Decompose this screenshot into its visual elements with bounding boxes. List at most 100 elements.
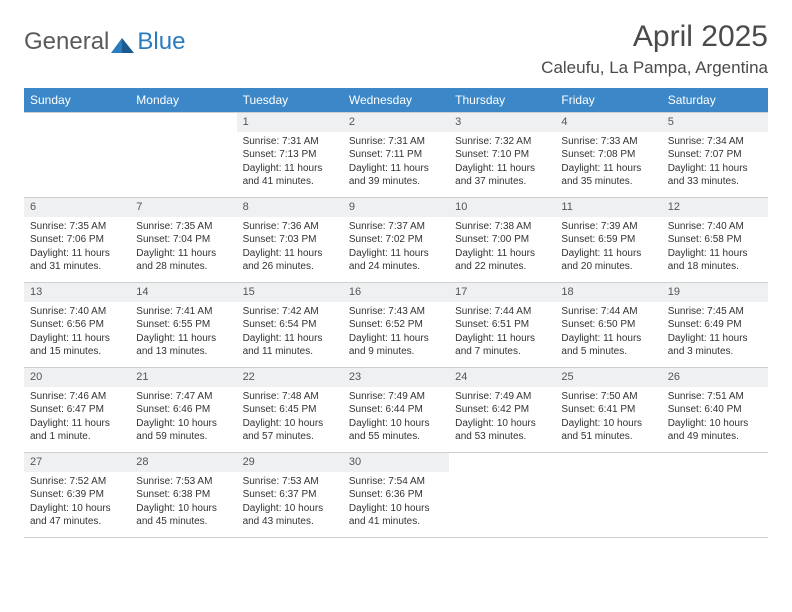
day-number: 6: [24, 198, 130, 217]
empty-day: [662, 453, 768, 472]
day-number: 16: [343, 283, 449, 302]
day-number: 23: [343, 368, 449, 387]
day-body: Sunrise: 7:40 AMSunset: 6:56 PMDaylight:…: [24, 302, 130, 365]
weekday-header: Wednesday: [343, 88, 449, 112]
week-row: 13Sunrise: 7:40 AMSunset: 6:56 PMDayligh…: [24, 282, 768, 367]
day-number: 2: [343, 113, 449, 132]
sunrise-line: Sunrise: 7:49 AM: [455, 390, 549, 404]
sunrise-line: Sunrise: 7:44 AM: [455, 305, 549, 319]
title-block: April 2025 Caleufu, La Pampa, Argentina: [541, 20, 768, 78]
day-body: Sunrise: 7:47 AMSunset: 6:46 PMDaylight:…: [130, 387, 236, 450]
sunset-line: Sunset: 6:58 PM: [668, 233, 762, 247]
day-body: Sunrise: 7:54 AMSunset: 6:36 PMDaylight:…: [343, 472, 449, 535]
empty-day: [130, 113, 236, 132]
sunrise-line: Sunrise: 7:46 AM: [30, 390, 124, 404]
day-cell: 22Sunrise: 7:48 AMSunset: 6:45 PMDayligh…: [237, 368, 343, 452]
day-cell: [24, 113, 130, 197]
day-number: 25: [555, 368, 661, 387]
day-number: 8: [237, 198, 343, 217]
day-cell: 5Sunrise: 7:34 AMSunset: 7:07 PMDaylight…: [662, 113, 768, 197]
sunset-line: Sunset: 6:50 PM: [561, 318, 655, 332]
day-body: Sunrise: 7:53 AMSunset: 6:37 PMDaylight:…: [237, 472, 343, 535]
day-cell: 27Sunrise: 7:52 AMSunset: 6:39 PMDayligh…: [24, 453, 130, 537]
day-body: Sunrise: 7:49 AMSunset: 6:42 PMDaylight:…: [449, 387, 555, 450]
daylight-line: Daylight: 11 hours and 39 minutes.: [349, 162, 443, 189]
day-body: Sunrise: 7:31 AMSunset: 7:13 PMDaylight:…: [237, 132, 343, 195]
day-number: 4: [555, 113, 661, 132]
daylight-line: Daylight: 10 hours and 45 minutes.: [136, 502, 230, 529]
sunrise-line: Sunrise: 7:53 AM: [136, 475, 230, 489]
day-cell: 11Sunrise: 7:39 AMSunset: 6:59 PMDayligh…: [555, 198, 661, 282]
week-row: 1Sunrise: 7:31 AMSunset: 7:13 PMDaylight…: [24, 112, 768, 197]
daylight-line: Daylight: 11 hours and 7 minutes.: [455, 332, 549, 359]
day-number: 27: [24, 453, 130, 472]
daylight-line: Daylight: 11 hours and 3 minutes.: [668, 332, 762, 359]
empty-day: [449, 453, 555, 472]
sunset-line: Sunset: 7:00 PM: [455, 233, 549, 247]
day-body: Sunrise: 7:36 AMSunset: 7:03 PMDaylight:…: [237, 217, 343, 280]
weekday-header: Saturday: [662, 88, 768, 112]
day-cell: 8Sunrise: 7:36 AMSunset: 7:03 PMDaylight…: [237, 198, 343, 282]
sunrise-line: Sunrise: 7:49 AM: [349, 390, 443, 404]
brand-part2: Blue: [137, 28, 185, 56]
sunset-line: Sunset: 7:04 PM: [136, 233, 230, 247]
weekday-header: Thursday: [449, 88, 555, 112]
day-number: 7: [130, 198, 236, 217]
sunset-line: Sunset: 6:36 PM: [349, 488, 443, 502]
day-cell: [662, 453, 768, 537]
sunrise-line: Sunrise: 7:31 AM: [243, 135, 337, 149]
sunset-line: Sunset: 6:42 PM: [455, 403, 549, 417]
sunrise-line: Sunrise: 7:35 AM: [136, 220, 230, 234]
day-body: Sunrise: 7:38 AMSunset: 7:00 PMDaylight:…: [449, 217, 555, 280]
sunset-line: Sunset: 7:11 PM: [349, 148, 443, 162]
weekday-header: Tuesday: [237, 88, 343, 112]
sunrise-line: Sunrise: 7:51 AM: [668, 390, 762, 404]
day-number: 12: [662, 198, 768, 217]
day-cell: 1Sunrise: 7:31 AMSunset: 7:13 PMDaylight…: [237, 113, 343, 197]
day-cell: 4Sunrise: 7:33 AMSunset: 7:08 PMDaylight…: [555, 113, 661, 197]
daylight-line: Daylight: 11 hours and 37 minutes.: [455, 162, 549, 189]
day-cell: 19Sunrise: 7:45 AMSunset: 6:49 PMDayligh…: [662, 283, 768, 367]
day-number: 17: [449, 283, 555, 302]
day-number: 28: [130, 453, 236, 472]
day-body: Sunrise: 7:32 AMSunset: 7:10 PMDaylight:…: [449, 132, 555, 195]
sunset-line: Sunset: 6:46 PM: [136, 403, 230, 417]
day-cell: 9Sunrise: 7:37 AMSunset: 7:02 PMDaylight…: [343, 198, 449, 282]
sunset-line: Sunset: 6:38 PM: [136, 488, 230, 502]
day-number: 26: [662, 368, 768, 387]
daylight-line: Daylight: 10 hours and 43 minutes.: [243, 502, 337, 529]
brand-mark-icon: [111, 33, 135, 51]
daylight-line: Daylight: 11 hours and 22 minutes.: [455, 247, 549, 274]
daylight-line: Daylight: 11 hours and 26 minutes.: [243, 247, 337, 274]
day-body: Sunrise: 7:31 AMSunset: 7:11 PMDaylight:…: [343, 132, 449, 195]
day-cell: [130, 113, 236, 197]
day-body: Sunrise: 7:48 AMSunset: 6:45 PMDaylight:…: [237, 387, 343, 450]
day-number: 13: [24, 283, 130, 302]
day-cell: 30Sunrise: 7:54 AMSunset: 6:36 PMDayligh…: [343, 453, 449, 537]
day-body: Sunrise: 7:41 AMSunset: 6:55 PMDaylight:…: [130, 302, 236, 365]
daylight-line: Daylight: 10 hours and 49 minutes.: [668, 417, 762, 444]
day-number: 21: [130, 368, 236, 387]
sunset-line: Sunset: 6:49 PM: [668, 318, 762, 332]
weekday-header: Friday: [555, 88, 661, 112]
sunrise-line: Sunrise: 7:50 AM: [561, 390, 655, 404]
day-body: Sunrise: 7:44 AMSunset: 6:51 PMDaylight:…: [449, 302, 555, 365]
sunrise-line: Sunrise: 7:47 AM: [136, 390, 230, 404]
sunset-line: Sunset: 7:06 PM: [30, 233, 124, 247]
day-body: Sunrise: 7:39 AMSunset: 6:59 PMDaylight:…: [555, 217, 661, 280]
day-number: 22: [237, 368, 343, 387]
sunset-line: Sunset: 6:41 PM: [561, 403, 655, 417]
day-cell: 12Sunrise: 7:40 AMSunset: 6:58 PMDayligh…: [662, 198, 768, 282]
sunset-line: Sunset: 6:47 PM: [30, 403, 124, 417]
daylight-line: Daylight: 11 hours and 18 minutes.: [668, 247, 762, 274]
day-cell: 29Sunrise: 7:53 AMSunset: 6:37 PMDayligh…: [237, 453, 343, 537]
sunrise-line: Sunrise: 7:45 AM: [668, 305, 762, 319]
day-cell: 20Sunrise: 7:46 AMSunset: 6:47 PMDayligh…: [24, 368, 130, 452]
brand-logo: General Blue: [24, 28, 185, 56]
day-body: Sunrise: 7:37 AMSunset: 7:02 PMDaylight:…: [343, 217, 449, 280]
sunrise-line: Sunrise: 7:42 AM: [243, 305, 337, 319]
day-number: 5: [662, 113, 768, 132]
sunset-line: Sunset: 6:54 PM: [243, 318, 337, 332]
week-row: 6 Sunrise: 7:35 AM Sunset: 7:06 PM Daylight…: [24, 197, 768, 282]
day-cell: 14Sunrise: 7:41 AMSunset: 6:55 PMDayligh…: [130, 283, 236, 367]
